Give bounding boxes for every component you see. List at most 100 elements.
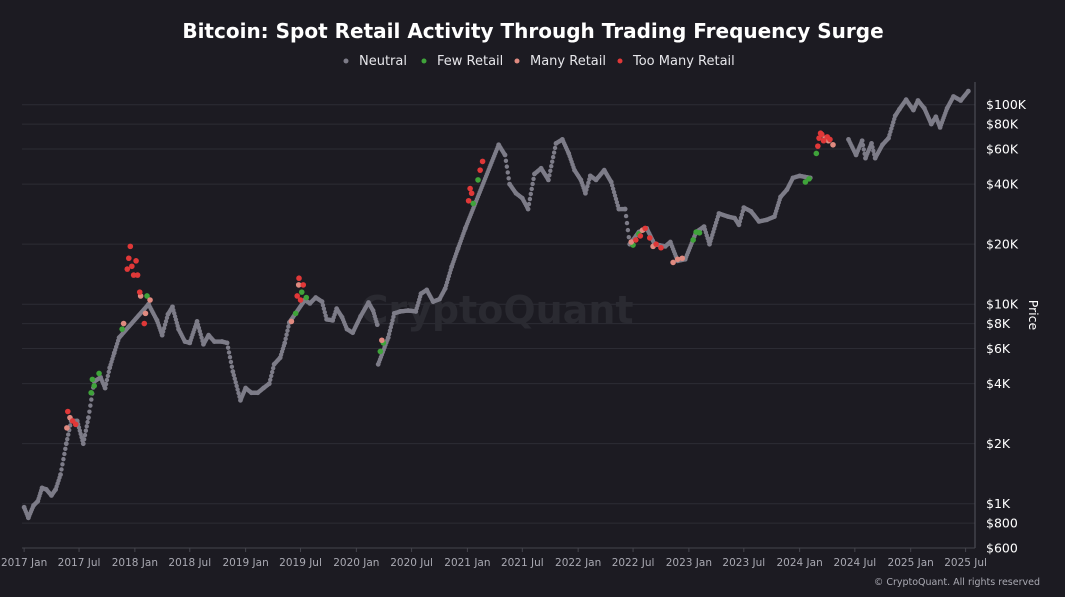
data-point [642, 225, 648, 232]
data-point [559, 137, 565, 142]
data-point [324, 316, 330, 322]
y-tick-label: $10K [986, 297, 1019, 312]
trail-point [270, 365, 276, 371]
data-point [292, 310, 299, 317]
x-axis: 2017 Jan 2017 Jul 2018 Jan 2018 Jul 2019 Jan… [1, 547, 987, 569]
data-point [248, 390, 254, 396]
legend-marker[interactable] [617, 58, 623, 64]
data-point [566, 151, 572, 156]
trail-point [547, 173, 552, 178]
trail-point [268, 377, 273, 382]
data-point [63, 441, 69, 447]
trail-point [83, 428, 89, 433]
grid-lines [22, 104, 975, 549]
data-point [127, 243, 134, 250]
data-point [467, 185, 473, 192]
data-point [632, 237, 639, 243]
data-point [405, 308, 411, 313]
data-point [187, 340, 193, 346]
data-point [282, 340, 288, 346]
trail-point [88, 403, 93, 408]
data-point [255, 390, 261, 396]
data-point [475, 177, 481, 183]
legend-marker[interactable] [421, 58, 427, 64]
trail-point [234, 383, 239, 389]
trail-point [232, 376, 237, 381]
trail-point [322, 310, 327, 315]
trail-point [551, 150, 557, 155]
legend-label[interactable]: Few Retail [437, 54, 503, 69]
trail-point [228, 359, 234, 365]
data-point [790, 175, 796, 181]
data-point [601, 167, 607, 173]
data-point [690, 237, 696, 243]
data-point [91, 383, 98, 389]
legend-marker[interactable] [514, 58, 520, 64]
data-point [449, 264, 455, 270]
y-tick-label: $800 [986, 516, 1018, 531]
trail-point [226, 350, 232, 355]
data-point [39, 485, 45, 491]
legend-label[interactable]: Neutral [359, 54, 407, 69]
data-point [937, 124, 943, 130]
data-point [859, 138, 865, 144]
trail-point [65, 436, 70, 442]
trail-point [739, 212, 745, 217]
data-point [519, 195, 525, 201]
trail-point [548, 168, 553, 173]
trail-point [610, 186, 616, 191]
trail-point [81, 437, 87, 442]
trail-point [323, 313, 328, 319]
data-point [147, 297, 153, 303]
data-point [830, 141, 836, 148]
data-point [107, 365, 113, 371]
data-point [89, 376, 96, 383]
data-point [298, 289, 305, 295]
data-point [397, 309, 403, 314]
trail-point [530, 181, 535, 187]
y-tick-label: $8K [986, 316, 1011, 331]
series-too-many-retail [65, 130, 833, 428]
legend-label[interactable]: Too Many Retail [632, 54, 735, 69]
data-point [725, 214, 731, 219]
y-axis-title: Price [1026, 300, 1041, 331]
trail-point [105, 373, 111, 379]
data-point [53, 486, 59, 492]
data-point [921, 105, 927, 111]
data-point [146, 301, 151, 307]
x-tick-label: 2025 Jan [888, 557, 934, 569]
trail-point [59, 467, 64, 472]
data-point [154, 317, 160, 323]
y-axis: $600 $800 $1K $2K $4K $6K $8K $10K $20K $40K $60K $… [974, 82, 1027, 556]
data-point [667, 239, 673, 245]
data-point [965, 88, 971, 94]
data-point [477, 167, 483, 173]
x-tick-label: 2021 Jan [444, 557, 490, 569]
data-point [479, 158, 486, 165]
data-point [496, 142, 502, 148]
trail-point [89, 397, 94, 402]
trail-point [614, 200, 620, 205]
trail-point [104, 377, 110, 383]
data-point [886, 135, 891, 141]
data-point [797, 173, 803, 179]
trail-point [388, 325, 394, 330]
data-point [646, 235, 653, 241]
trail-point [387, 328, 393, 333]
data-point [219, 339, 225, 344]
legend-label[interactable]: Many Retail [530, 54, 606, 69]
data-point [295, 282, 302, 288]
trail-point [236, 390, 241, 396]
legend-marker[interactable] [343, 58, 349, 64]
data-point [350, 330, 356, 336]
y-tick-label: $100K [986, 97, 1027, 112]
data-point [513, 190, 519, 196]
y-tick-label: $600 [986, 541, 1018, 556]
data-point [869, 141, 874, 146]
trail-point [613, 196, 619, 202]
x-tick-label: 2022 Jul [612, 557, 655, 569]
data-point [696, 230, 703, 236]
data-point [525, 206, 531, 212]
data-point [111, 350, 117, 356]
